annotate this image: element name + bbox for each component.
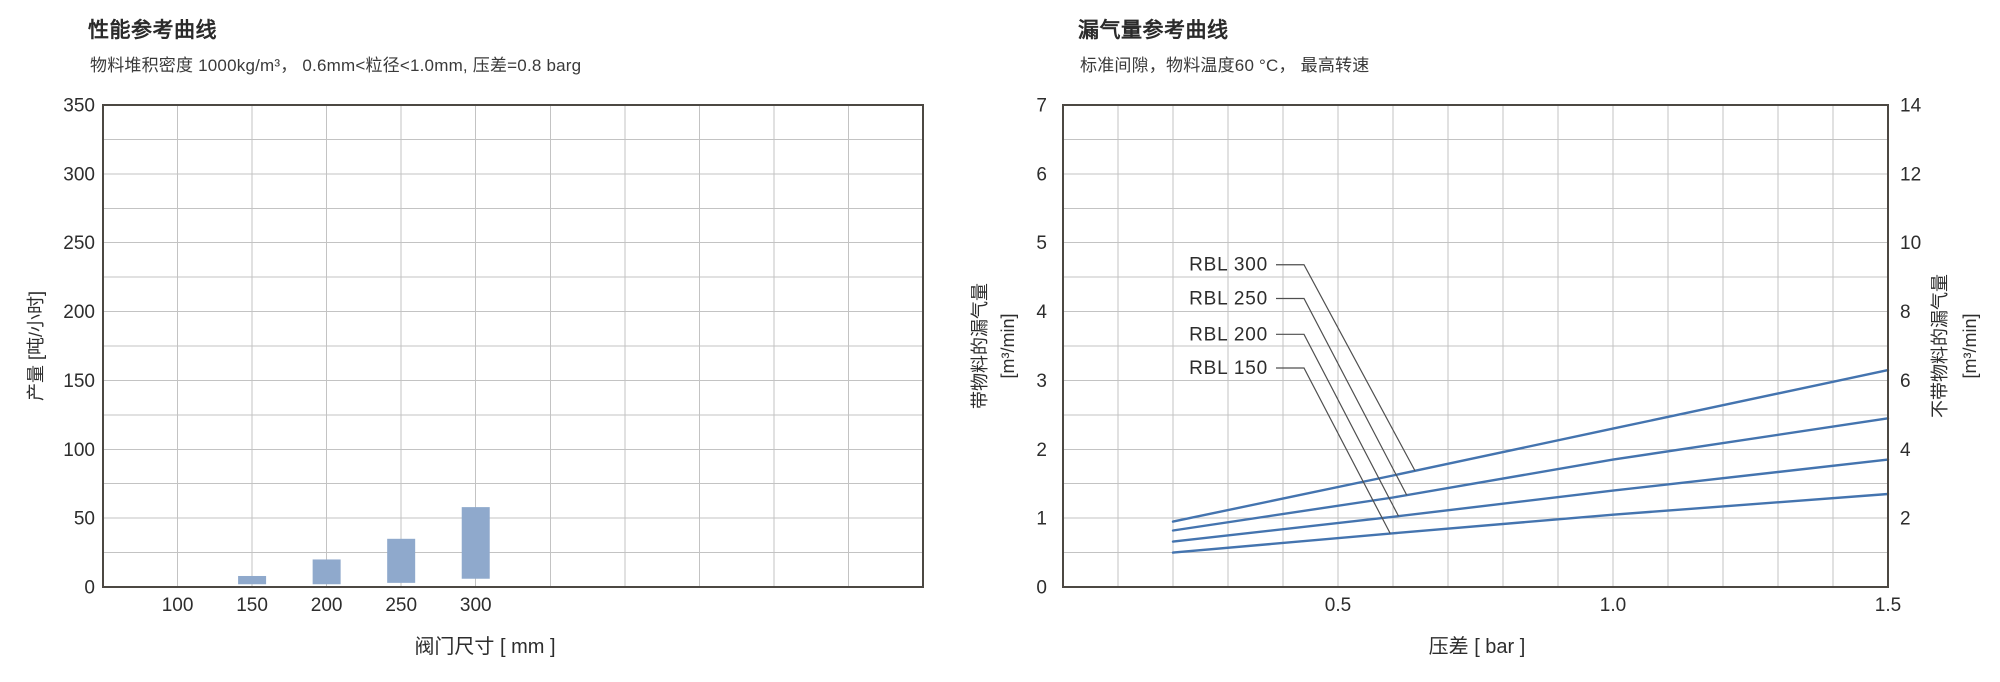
right-y-axis-label: 不带物料的漏气量 — [1930, 274, 1950, 418]
left-y-tick-label: 4 — [1036, 302, 1047, 323]
y-tick-label: 300 — [63, 164, 95, 185]
y-tick-label: 50 — [74, 509, 95, 530]
y-axis-label: 产量 [吨/小时] — [26, 291, 46, 401]
curve-rbl-250 — [1171, 417, 1890, 532]
bar-series — [238, 507, 490, 585]
series-label-rbl-150: RBL 150 — [1189, 358, 1268, 379]
x-tick-label: 1.0 — [1600, 595, 1626, 616]
series-leader-line — [1276, 367, 1391, 534]
performance-chart-header: 性能参考曲线 物料堆积密度 1000kg/m³， 0.6mm<粒径<1.0mm,… — [88, 18, 581, 76]
x-tick-label: 150 — [236, 595, 268, 616]
y-tick-label: 100 — [63, 440, 95, 461]
left-y-tick-label: 6 — [1036, 164, 1047, 185]
performance-chart-subtitle: 物料堆积密度 1000kg/m³， 0.6mm<粒径<1.0mm, 压差=0.8… — [90, 56, 582, 75]
grid-lines — [103, 105, 923, 587]
series-label-rbl-300: RBL 300 — [1189, 255, 1268, 276]
x-tick-label: 200 — [311, 595, 343, 616]
leakage-curves — [1171, 368, 1890, 554]
curve-rbl-150 — [1171, 492, 1890, 554]
x-tick-label: 1.5 — [1875, 595, 1901, 616]
grid-lines — [1063, 105, 1888, 587]
bar-range-250 — [387, 538, 416, 583]
x-axis-tick-labels: 0.5 1.0 1.5 — [1325, 595, 1901, 616]
series-label-rbl-250: RBL 250 — [1189, 288, 1268, 309]
left-y-tick-label: 7 — [1036, 96, 1047, 117]
left-y-tick-label: 3 — [1036, 371, 1047, 392]
x-tick-label: 0.5 — [1325, 595, 1351, 616]
x-tick-label: 300 — [460, 595, 492, 616]
left-y-tick-label: 2 — [1036, 440, 1047, 461]
bar-range-200 — [312, 559, 341, 585]
left-y-axis-unit: [m³/min] — [998, 314, 1018, 379]
curve-rbl-200 — [1171, 458, 1890, 543]
right-y-tick-label: 6 — [1900, 371, 1911, 392]
right-y-tick-label: 4 — [1900, 440, 1911, 461]
right-y-axis-tick-labels: 2 4 6 8 10 12 14 — [1900, 96, 1922, 530]
right-y-tick-label: 8 — [1900, 302, 1911, 323]
x-tick-label: 250 — [385, 595, 417, 616]
x-axis-tick-labels: 100 150 200 250 300 — [162, 595, 492, 616]
series-leader-line — [1276, 264, 1416, 472]
x-axis-label: 阀门尺寸 [ mm ] — [414, 635, 555, 658]
right-y-tick-label: 10 — [1900, 233, 1921, 254]
right-y-axis-unit: [m³/min] — [1960, 314, 1980, 379]
right-y-tick-label: 12 — [1900, 164, 1921, 185]
right-y-tick-label: 14 — [1900, 96, 1922, 117]
left-y-tick-label: 5 — [1036, 233, 1047, 254]
series-leader-line — [1276, 297, 1408, 496]
right-y-tick-label: 2 — [1900, 509, 1911, 530]
x-tick-label: 100 — [162, 595, 194, 616]
y-tick-label: 0 — [84, 578, 95, 599]
left-y-tick-label: 1 — [1036, 509, 1047, 530]
bar-range-300 — [461, 507, 490, 579]
performance-chart-title: 性能参考曲线 — [88, 19, 217, 42]
series-leader-line — [1276, 333, 1400, 517]
plot-border — [102, 104, 924, 588]
left-y-axis-tick-labels: 0 1 2 3 4 5 6 7 — [1036, 96, 1047, 599]
leakage-chart-header: 漏气量参考曲线 标准间隙，物料温度60 °C， 最高转速 — [1078, 18, 1369, 76]
bar-range-150 — [238, 575, 267, 585]
x-axis-label: 压差 [ bar ] — [1429, 635, 1526, 658]
series-labels: RBL 300 RBL 250 RBL 200 RBL 150 — [1189, 255, 1416, 534]
curve-rbl-300 — [1171, 368, 1890, 523]
leakage-chart-title: 漏气量参考曲线 — [1078, 19, 1229, 42]
y-tick-label: 250 — [63, 233, 95, 254]
plot-border — [1062, 104, 1889, 588]
performance-chart-plot: 0 50 100 150 200 250 300 350 100 150 200 250 300 阀门尺寸… — [26, 96, 924, 658]
y-axis-tick-labels: 0 50 100 150 200 250 300 350 — [63, 96, 95, 599]
y-tick-label: 350 — [63, 96, 95, 117]
left-y-tick-label: 0 — [1036, 578, 1047, 599]
y-tick-label: 200 — [63, 302, 95, 323]
left-y-axis-label: 带物料的漏气量 — [970, 283, 990, 409]
y-tick-label: 150 — [63, 371, 95, 392]
leakage-chart-subtitle: 标准间隙，物料温度60 °C， 最高转速 — [1080, 56, 1370, 75]
series-label-rbl-200: RBL 200 — [1189, 324, 1268, 345]
